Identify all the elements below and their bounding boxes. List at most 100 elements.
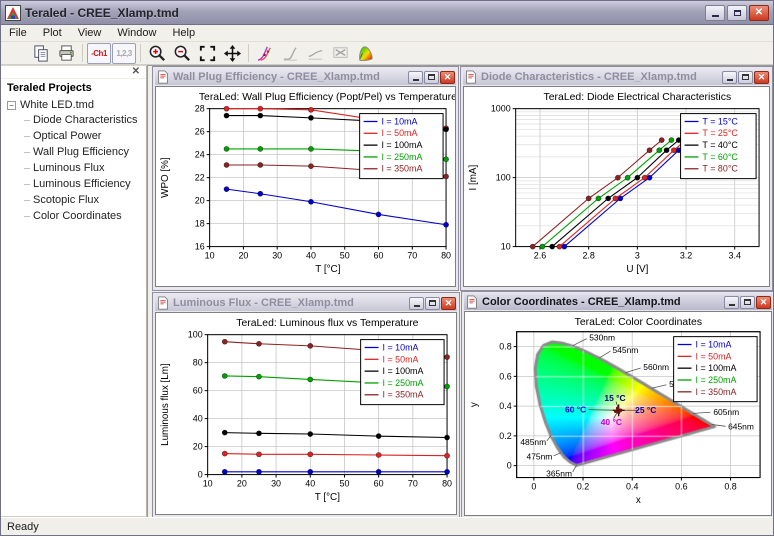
restore-button[interactable]: [727, 5, 747, 21]
panel-close-button[interactable]: ✕: [129, 66, 143, 78]
projects-panel: ✕ Teraled Projects − White LED.tmd Diode…: [1, 65, 147, 517]
svg-text:T = 25°C: T = 25°C: [702, 128, 738, 138]
child-window-title: Luminous Flux - CREE_Xlamp.tmd: [173, 297, 406, 309]
minimize-button[interactable]: [705, 5, 725, 21]
close-button[interactable]: ✕: [440, 71, 455, 84]
menu-help[interactable]: Help: [164, 26, 203, 40]
plot-line-button[interactable]: [303, 43, 327, 64]
svg-text:2.8: 2.8: [582, 250, 594, 260]
panel-top: ✕: [1, 66, 146, 79]
collapse-icon[interactable]: −: [7, 101, 16, 110]
values-button[interactable]: 1,2,3: [112, 43, 136, 64]
svg-text:60 °C: 60 °C: [565, 404, 586, 414]
diode-characteristics-chart[interactable]: TeraLed: Diode Electrical Characteristic…: [463, 86, 770, 287]
document-icon: [156, 70, 170, 84]
close-button[interactable]: ✕: [749, 5, 769, 21]
child-title-bar[interactable]: Wall Plug Efficiency - CREE_Xlamp.tmd ✕: [155, 69, 456, 85]
pan-button[interactable]: [220, 43, 244, 64]
svg-text:T = 60°C: T = 60°C: [702, 152, 738, 162]
color-diagram-button[interactable]: [353, 43, 377, 64]
toolbar-separator: [140, 44, 141, 62]
svg-text:Luminous flux [Lm]: Luminous flux [Lm]: [160, 363, 171, 446]
svg-text:60: 60: [193, 386, 203, 396]
svg-text:30: 30: [271, 478, 281, 488]
tree-item-scotopic-flux[interactable]: Scotopic Flux: [7, 192, 146, 208]
menu-file[interactable]: File: [1, 26, 35, 40]
child-title-bar[interactable]: Color Coordinates - CREE_Xlamp.tmd ✕: [464, 294, 772, 310]
svg-text:485nm: 485nm: [520, 437, 546, 447]
channel-button[interactable]: -Ch1: [87, 43, 111, 64]
svg-text:605nm: 605nm: [713, 407, 739, 417]
svg-text:U [V]: U [V]: [626, 264, 648, 275]
zoom-in-button[interactable]: [145, 43, 169, 64]
plot-curves-button[interactable]: [253, 43, 277, 64]
svg-text:I = 250mA: I = 250mA: [382, 378, 423, 388]
svg-text:TeraLed: Wall Plug Efficiency: TeraLed: Wall Plug Efficiency (Popt/Pel)…: [199, 92, 455, 103]
minimize-button[interactable]: [408, 71, 423, 84]
open-button[interactable]: [4, 43, 28, 64]
close-button[interactable]: ✕: [754, 71, 769, 84]
window-diode-characteristics: Diode Characteristics - CREE_Xlamp.tmd ✕…: [460, 66, 773, 291]
svg-text:0: 0: [198, 470, 203, 480]
minimize-button[interactable]: [724, 296, 739, 309]
maximize-button[interactable]: [738, 71, 753, 84]
maximize-button[interactable]: [740, 296, 755, 309]
luminous-flux-chart[interactable]: TeraLed: Luminous flux vs Temperature102…: [155, 312, 457, 515]
svg-text:80: 80: [193, 358, 203, 368]
child-title-bar[interactable]: Diode Characteristics - CREE_Xlamp.tmd ✕: [463, 69, 770, 85]
toolbar-separator: [82, 44, 83, 62]
svg-text:T = 80°C: T = 80°C: [702, 164, 738, 174]
zoom-out-button[interactable]: [170, 43, 194, 64]
child-title-bar[interactable]: Luminous Flux - CREE_Xlamp.tmd ✕: [155, 295, 457, 311]
maximize-button[interactable]: [425, 297, 440, 310]
minimize-button[interactable]: [722, 71, 737, 84]
svg-text:10: 10: [501, 242, 511, 252]
close-button[interactable]: ✕: [441, 297, 456, 310]
tree-item-wall-plug-efficiency[interactable]: Wall Plug Efficiency: [7, 144, 146, 160]
menu-window[interactable]: Window: [109, 26, 164, 40]
svg-text:80: 80: [442, 478, 452, 488]
svg-text:24: 24: [195, 150, 205, 160]
document-icon: [465, 295, 479, 309]
menu-view[interactable]: View: [70, 26, 110, 40]
zoom-extents-button[interactable]: [195, 43, 219, 64]
tree-root-label: White LED.tmd: [20, 99, 94, 111]
svg-text:25 °C: 25 °C: [635, 405, 656, 415]
svg-text:60: 60: [374, 250, 384, 260]
maximize-button[interactable]: [424, 71, 439, 84]
svg-text:365nm: 365nm: [546, 468, 572, 478]
plot-diode-button[interactable]: [278, 43, 302, 64]
svg-text:530nm: 530nm: [589, 332, 615, 342]
copy-button[interactable]: [29, 43, 53, 64]
tree-item-color-coordinates[interactable]: Color Coordinates: [7, 208, 146, 224]
svg-text:40: 40: [306, 250, 316, 260]
plot-clear-button[interactable]: [328, 43, 352, 64]
tree-item-luminous-efficiency[interactable]: Luminous Efficiency: [7, 176, 146, 192]
svg-text:I = 250mA: I = 250mA: [695, 375, 736, 385]
svg-text:645nm: 645nm: [728, 422, 754, 432]
minimize-button[interactable]: [409, 297, 424, 310]
svg-text:3.4: 3.4: [729, 250, 741, 260]
tree-item-luminous-flux[interactable]: Luminous Flux: [7, 160, 146, 176]
svg-text:T = 15°C: T = 15°C: [702, 116, 738, 126]
tree-item-optical-power[interactable]: Optical Power: [7, 128, 146, 144]
close-button[interactable]: ✕: [756, 296, 771, 309]
tree-root[interactable]: − White LED.tmd: [7, 98, 146, 112]
svg-text:T = 40°C: T = 40°C: [702, 140, 738, 150]
svg-text:I = 50mA: I = 50mA: [382, 354, 418, 364]
svg-text:I [mA]: I [mA]: [468, 165, 479, 191]
project-tree: − White LED.tmd Diode Characteristics Op…: [1, 98, 146, 224]
wall-plug-efficiency-chart[interactable]: TeraLed: Wall Plug Efficiency (Popt/Pel)…: [155, 86, 456, 287]
status-text: Ready: [7, 521, 39, 533]
svg-text:40: 40: [305, 478, 315, 488]
print-button[interactable]: [54, 43, 78, 64]
title-bar[interactable]: Teraled - CREE_Xlamp.tmd ✕: [1, 1, 773, 25]
svg-text:26: 26: [195, 127, 205, 137]
svg-text:3: 3: [635, 250, 640, 260]
tree-item-diode-characteristics[interactable]: Diode Characteristics: [7, 112, 146, 128]
window-wall-plug-efficiency: Wall Plug Efficiency - CREE_Xlamp.tmd ✕ …: [152, 66, 459, 291]
svg-text:50: 50: [340, 250, 350, 260]
color-coordinates-chart[interactable]: TeraLed: Color Coordinates00.20.40.60.80…: [464, 311, 772, 516]
menu-plot[interactable]: Plot: [35, 26, 70, 40]
svg-text:I = 100mA: I = 100mA: [381, 140, 422, 150]
